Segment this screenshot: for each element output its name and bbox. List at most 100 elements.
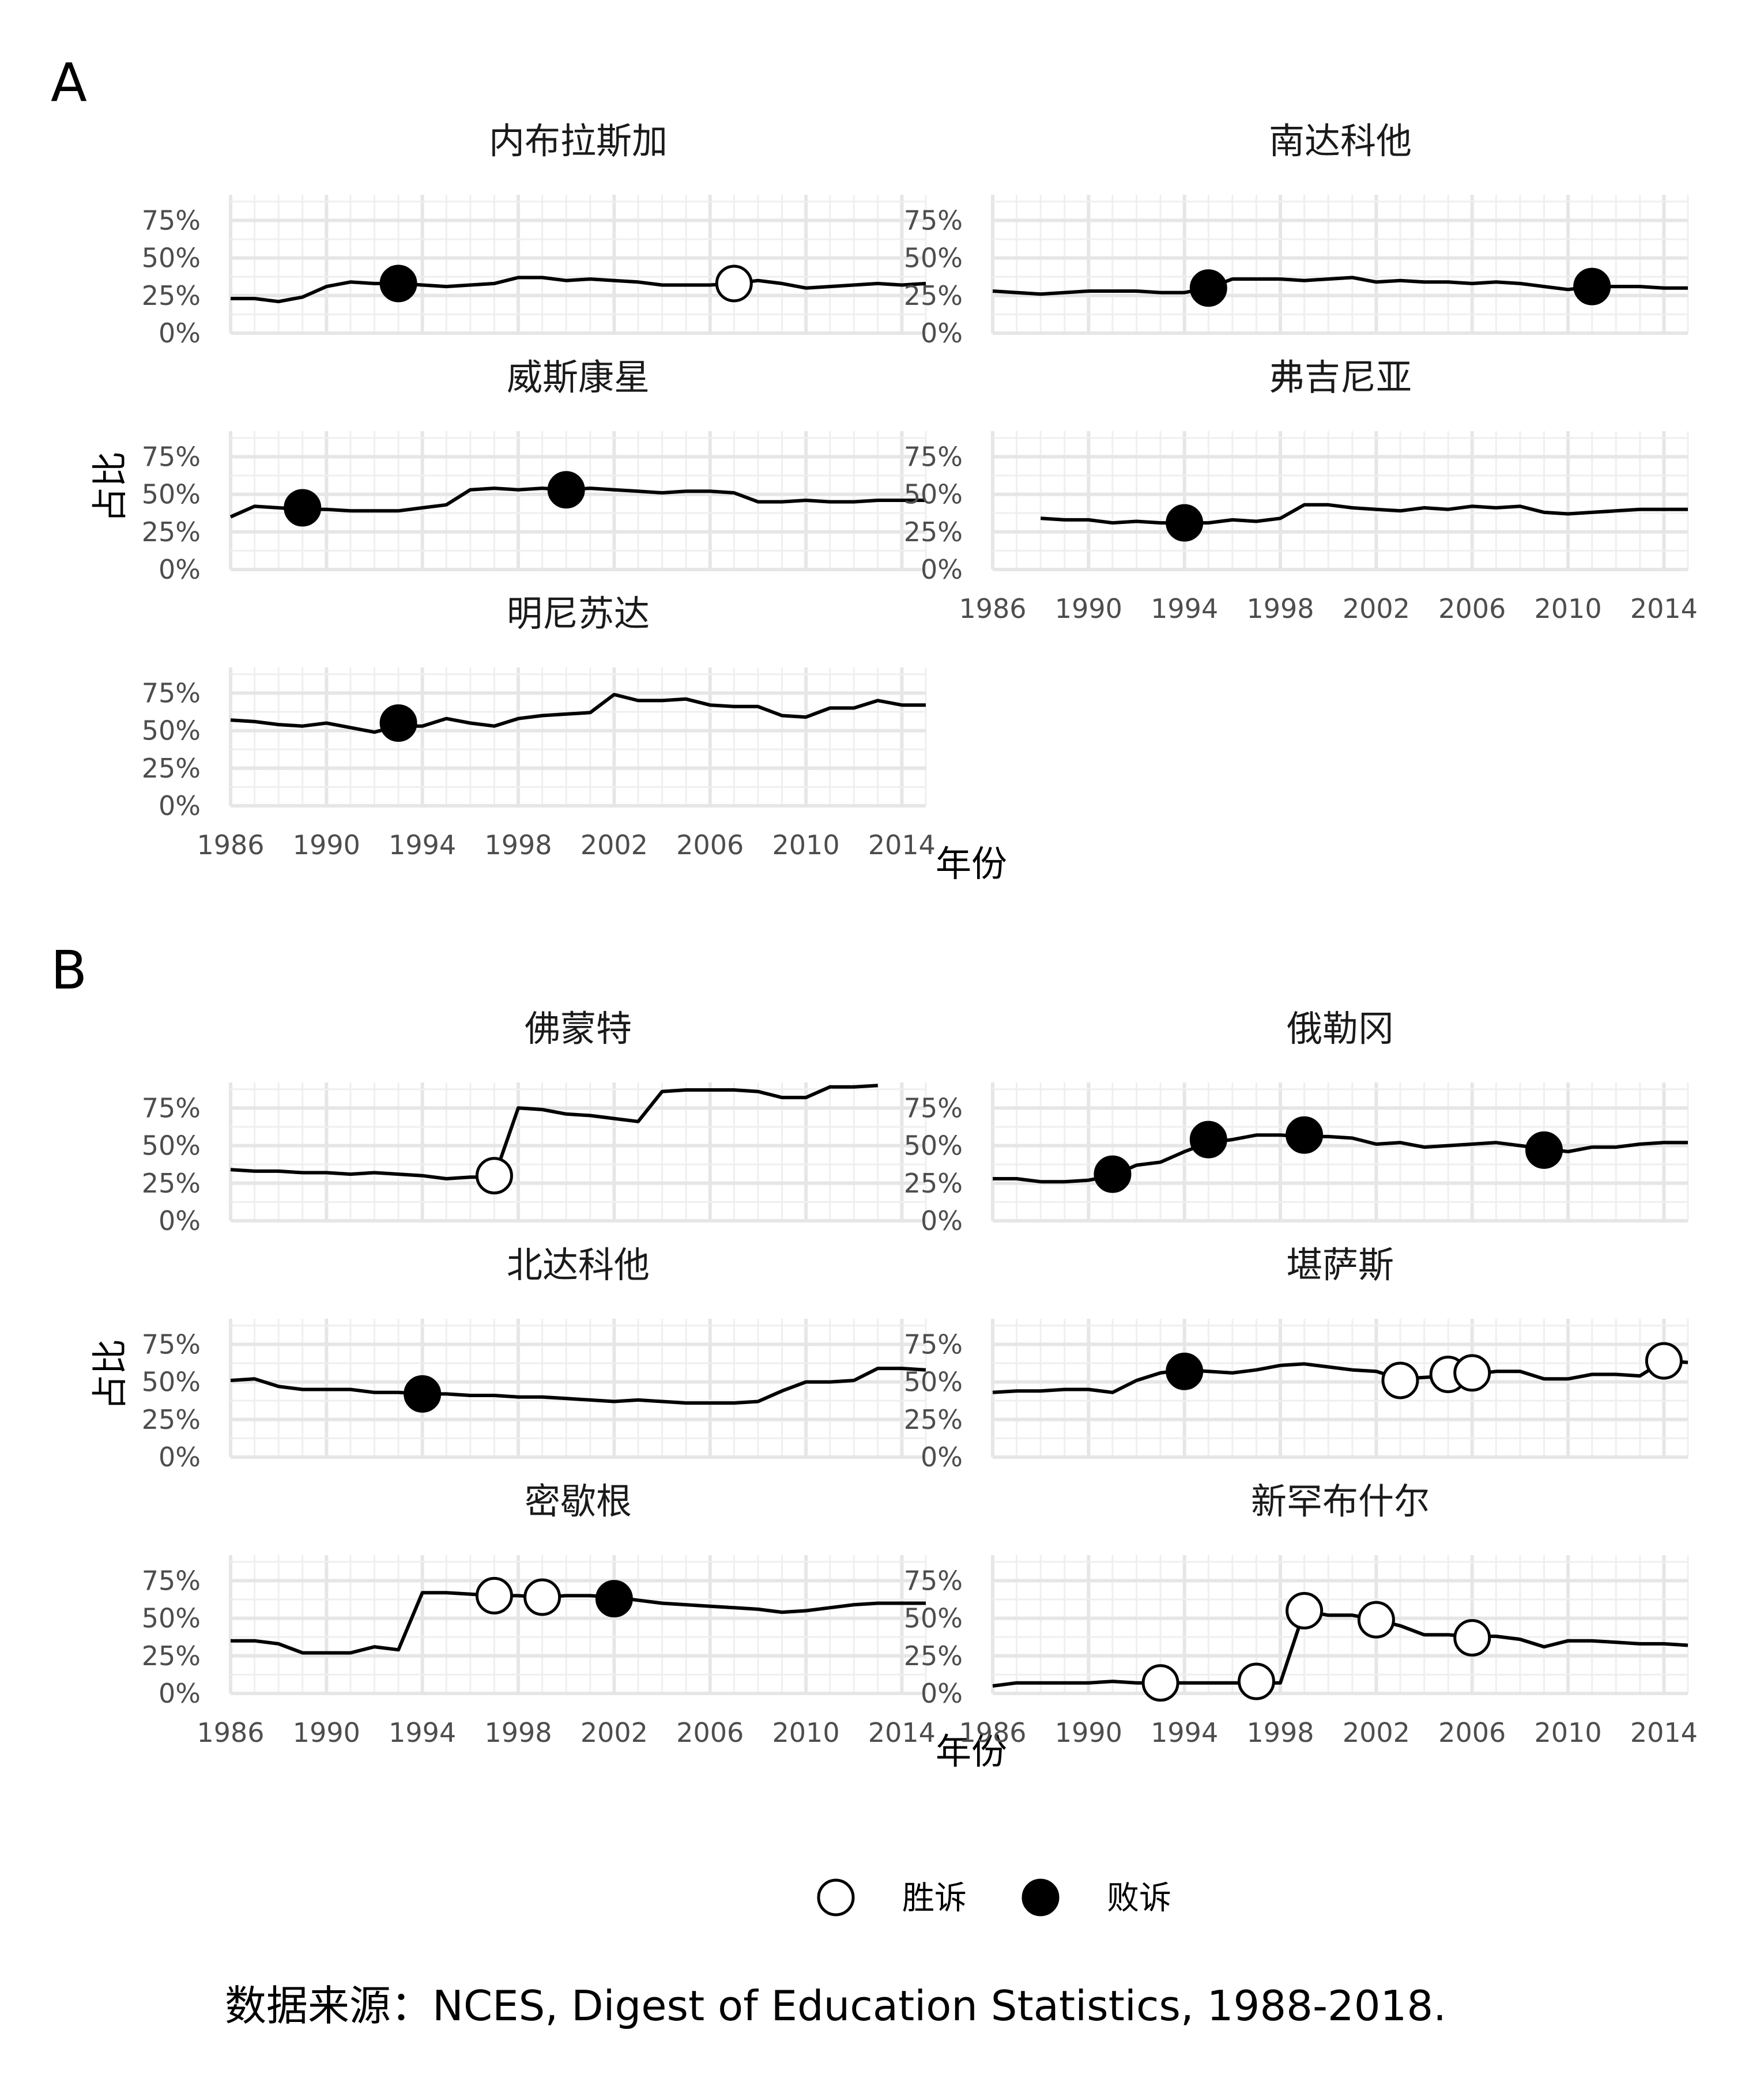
x-tick-label: 2006 xyxy=(1438,593,1506,624)
facet-p1-f3: 堪萨斯 0% 25% 50% 75% xyxy=(904,1244,1689,1473)
y-tick-label: 50% xyxy=(904,479,963,510)
y-tick-label: 25% xyxy=(904,280,963,311)
source-note: 数据来源：NCES, Digest of Education Statistic… xyxy=(225,1982,1446,2030)
y-tick-label: 25% xyxy=(904,1168,963,1199)
y-tick-label: 25% xyxy=(904,516,963,548)
y-tick-label: 75% xyxy=(904,441,963,472)
x-tick-label: 2010 xyxy=(772,1717,840,1748)
y-tick-label: 50% xyxy=(142,243,201,274)
facet-title: 明尼苏达 xyxy=(507,593,650,635)
y-tick-label: 0% xyxy=(921,554,963,585)
y-tick-label: 0% xyxy=(159,1205,201,1236)
event-marker-lost xyxy=(1189,269,1227,307)
y-tick-label: 0% xyxy=(921,318,963,349)
x-tick-label: 1990 xyxy=(293,829,360,861)
x-tick-label: 2014 xyxy=(1630,593,1698,624)
panel-a-x-axis-title: 年份 xyxy=(936,843,1007,885)
event-marker-lost xyxy=(404,1375,442,1413)
event-marker-lost xyxy=(1573,267,1611,305)
y-tick-label: 50% xyxy=(142,1603,201,1634)
facet-title: 北达科他 xyxy=(507,1244,650,1286)
y-tick-label: 25% xyxy=(142,1168,201,1199)
facet-p0-f0: 内布拉斯加 0% 25% 50% 75% xyxy=(142,120,927,349)
event-marker-lost xyxy=(284,489,322,527)
x-tick-label: 1998 xyxy=(1246,1717,1314,1748)
x-tick-label: 2010 xyxy=(1535,593,1602,624)
event-marker-won xyxy=(475,1157,513,1195)
event-marker-lost xyxy=(595,1580,633,1618)
facet-p1-f0: 佛蒙特 0% 25% 50% 75% xyxy=(142,1008,927,1236)
x-tick-label: 2002 xyxy=(581,829,648,861)
event-marker-won xyxy=(1286,1592,1324,1630)
panel-a: A 年份 占比 xyxy=(51,52,1007,885)
series-line xyxy=(230,1084,878,1180)
x-tick-label: 2014 xyxy=(868,1717,936,1748)
y-tick-label: 0% xyxy=(921,1205,963,1236)
y-tick-label: 25% xyxy=(142,280,201,311)
event-marker-won xyxy=(1453,1618,1491,1657)
event-marker-lost xyxy=(379,265,417,303)
event-marker-won xyxy=(1357,1601,1395,1639)
facet-p0-f1: 南达科他 0% 25% 50% 75% xyxy=(904,120,1689,349)
legend-won-marker xyxy=(817,1878,855,1916)
y-tick-label: 25% xyxy=(904,1640,963,1672)
x-tick-label: 1998 xyxy=(1246,593,1314,624)
event-marker-lost xyxy=(1525,1131,1563,1169)
facet-title: 佛蒙特 xyxy=(525,1008,632,1050)
panel-a-label: A xyxy=(51,52,87,114)
event-marker-won xyxy=(1453,1354,1491,1392)
x-tick-label: 2006 xyxy=(1438,1717,1506,1748)
x-tick-label: 2010 xyxy=(1535,1717,1602,1748)
x-tick-label: 1990 xyxy=(1055,593,1122,624)
x-tick-label: 1990 xyxy=(1055,1717,1122,1748)
series-line xyxy=(992,276,1688,296)
y-tick-label: 50% xyxy=(142,479,201,510)
x-tick-label: 1986 xyxy=(197,1717,264,1748)
y-tick-label: 0% xyxy=(921,1678,963,1709)
y-tick-label: 50% xyxy=(904,1130,963,1161)
y-tick-label: 50% xyxy=(904,1367,963,1398)
facet-p0-f3: 弗吉尼亚 0% 25% 50% 75% 1986 1990 1994 1998 2002 2006 2… xyxy=(904,356,1698,624)
facet-p0-f2: 威斯康星 0% 25% 50% 75% xyxy=(142,356,927,585)
legend-won-label: 胜诉 xyxy=(902,1880,967,1917)
series-line xyxy=(992,1609,1688,1688)
y-tick-label: 0% xyxy=(159,1678,201,1709)
event-marker-lost xyxy=(1094,1155,1132,1193)
series-line xyxy=(230,1367,926,1405)
y-tick-label: 0% xyxy=(159,1442,201,1473)
facet-title: 南达科他 xyxy=(1269,120,1412,162)
y-tick-label: 50% xyxy=(142,1130,201,1161)
facet-title: 弗吉尼亚 xyxy=(1269,356,1412,398)
x-tick-label: 1998 xyxy=(484,829,552,861)
facet-p1-f5: 新罕布什尔 0% 25% 50% 75% 1986 1990 1994 1998 2002 2006… xyxy=(904,1480,1698,1748)
y-tick-label: 75% xyxy=(904,1565,963,1596)
series-line xyxy=(231,276,926,304)
y-tick-label: 75% xyxy=(142,1092,201,1123)
facet-p1-f4: 密歇根 0% 25% 50% 75% 1986 1990 1994 1998 2002 2006 20… xyxy=(142,1480,936,1748)
facet-title: 堪萨斯 xyxy=(1287,1244,1394,1286)
x-tick-label: 2014 xyxy=(1630,1717,1698,1748)
x-tick-label: 1986 xyxy=(959,1717,1026,1748)
x-tick-label: 2010 xyxy=(772,829,840,861)
event-marker-lost xyxy=(1166,504,1204,542)
y-tick-label: 25% xyxy=(142,1640,201,1672)
x-tick-label: 1994 xyxy=(1151,593,1218,624)
y-tick-label: 75% xyxy=(142,677,201,708)
x-tick-label: 1994 xyxy=(1151,1717,1218,1748)
event-marker-lost xyxy=(1189,1120,1227,1159)
panel-b-label: B xyxy=(51,940,87,1001)
x-tick-label: 1986 xyxy=(959,593,1026,624)
y-tick-label: 25% xyxy=(904,1404,963,1435)
event-marker-won xyxy=(715,265,753,303)
event-marker-lost xyxy=(547,471,585,509)
event-marker-won xyxy=(475,1576,513,1614)
event-marker-won xyxy=(1381,1361,1419,1399)
facets: 内布拉斯加 0% 25% 50% 75% 南达科他 0% 25% 50% 75% 威斯康星 0% 25%… xyxy=(142,120,1698,1748)
x-tick-label: 1994 xyxy=(389,829,456,861)
event-marker-won xyxy=(1141,1664,1179,1702)
panel-b: B 年份 占比 xyxy=(51,940,1007,1772)
y-tick-label: 75% xyxy=(904,1329,963,1360)
legend-lost-label: 败诉 xyxy=(1107,1880,1171,1917)
x-tick-label: 2002 xyxy=(1343,1717,1410,1748)
